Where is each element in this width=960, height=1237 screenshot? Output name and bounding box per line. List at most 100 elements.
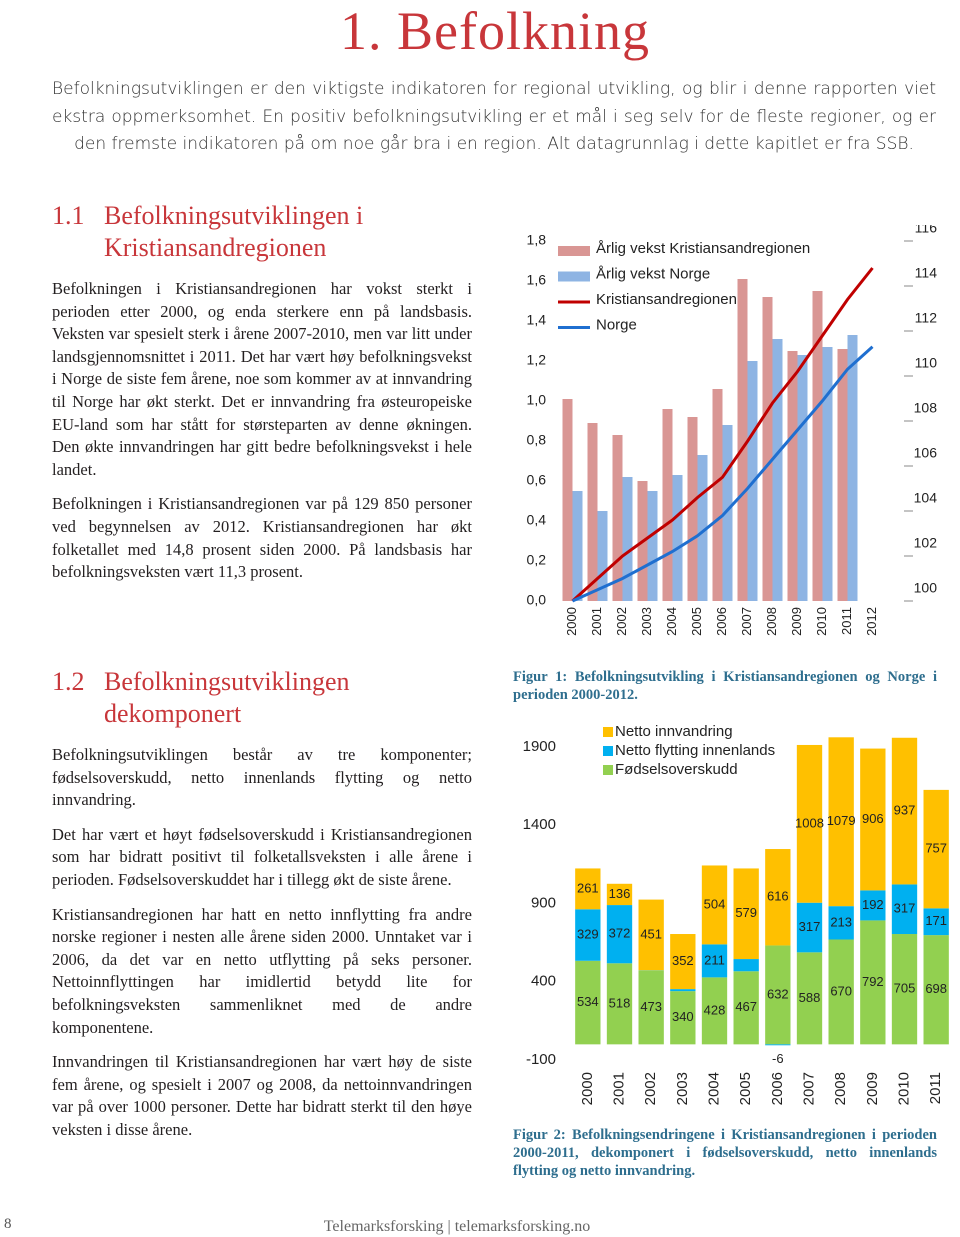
x-tick-label: 2008 — [832, 1072, 849, 1105]
bar — [662, 409, 673, 601]
bar-segment — [606, 905, 633, 964]
x-tick-label: 2001 — [610, 1072, 627, 1105]
bar-segment — [701, 944, 728, 978]
y-tick-label: 0,8 — [527, 432, 547, 448]
x-tick-label: 2006 — [769, 1072, 786, 1105]
bar-segment — [638, 899, 664, 971]
intro: Befolkningsutviklingen er den viktigste … — [52, 79, 936, 154]
value-label: 317 — [799, 919, 821, 934]
bar-segment — [575, 960, 601, 1045]
section-number: 1.2 — [52, 667, 85, 696]
x-tick-label: 2009 — [864, 1072, 881, 1105]
bar — [697, 455, 708, 601]
legend-swatch — [603, 727, 613, 737]
section-number: 1.1 — [52, 201, 85, 230]
x-tick-label: 2007 — [800, 1072, 817, 1105]
x-tick-label: 2004 — [664, 607, 679, 636]
bar — [837, 349, 848, 601]
legend-swatch — [558, 271, 590, 282]
bar-segment — [796, 952, 823, 1045]
bar — [587, 423, 598, 601]
x-tick-label: 2011 — [839, 607, 854, 635]
section-heading: 1.2 Befolkningsutviklingen dekomponert — [52, 666, 472, 730]
bar — [812, 291, 823, 601]
bar-segment — [923, 935, 949, 1045]
figure-caption: Figur 1: Befolkningsutvikling i Kristian… — [513, 669, 937, 703]
value-label: 329 — [577, 926, 599, 941]
legend-swatch — [558, 246, 590, 256]
value-label: 192 — [862, 897, 884, 912]
paragraph: Det har vært et høyt fødselsoverskudd i … — [52, 824, 472, 889]
bar — [822, 347, 833, 601]
value-label: 518 — [609, 995, 631, 1010]
bar — [797, 355, 808, 601]
section-heading: 1.1 Befolkningsutviklingen i Kristiansand… — [52, 200, 472, 264]
legend-label: Netto flytting innenlands — [615, 742, 775, 759]
value-label: 534 — [577, 994, 599, 1009]
bar — [612, 435, 623, 601]
value-label: 352 — [672, 953, 694, 968]
bar-segment — [670, 989, 696, 992]
bar-segment — [670, 991, 696, 1045]
value-label: 579 — [735, 905, 757, 920]
bar — [722, 425, 733, 601]
y-tick-label: 1,4 — [527, 312, 547, 328]
x-tick-label: 2009 — [789, 607, 804, 636]
value-label: 213 — [830, 914, 852, 929]
page-number: 8 — [4, 1216, 12, 1232]
x-tick-label: 2011 — [927, 1072, 944, 1104]
value-label: 372 — [609, 926, 631, 941]
bar — [712, 389, 723, 601]
x-tick-label: 2005 — [689, 607, 704, 636]
bar — [572, 491, 583, 601]
section-title: Befolkningsutviklingen i Kristiansandreg… — [104, 201, 364, 262]
value-label: 588 — [799, 990, 821, 1005]
bar-segment — [860, 748, 886, 891]
section-title: Befolkningsutviklingen dekomponert — [104, 667, 350, 728]
value-label: 473 — [640, 999, 662, 1014]
value-label: 698 — [925, 981, 947, 996]
chart: -100 400 900 1400 1900 2000 2001 2002 2003 2004 20… — [523, 723, 949, 1105]
bar-segment — [733, 971, 759, 1045]
bar — [597, 511, 608, 601]
bar-segment — [606, 883, 633, 906]
y2-tick-label: 104 — [914, 490, 938, 506]
y-tick-label: 0,0 — [527, 592, 547, 608]
bar — [847, 335, 858, 601]
y2-tick-label: 102 — [914, 535, 938, 551]
bar-segment — [701, 977, 728, 1045]
bar-segment — [796, 902, 823, 953]
value-label: 261 — [577, 880, 599, 895]
x-tick-label: 2000 — [564, 607, 579, 636]
bar — [672, 475, 683, 601]
bar-segment — [891, 737, 918, 885]
x-tick-label: 2002 — [642, 1072, 659, 1105]
line — [571, 345, 874, 603]
x-tick-label: 2010 — [895, 1072, 912, 1105]
y-tick-label: 0,2 — [527, 552, 547, 568]
y-tick-label: 1,8 — [527, 232, 547, 248]
x-tick-label: 2004 — [705, 1072, 722, 1105]
bar-segment — [575, 909, 601, 961]
y-tick-label: 400 — [531, 973, 556, 990]
section: 1.1 Befolkningsutviklingen i Kristiansand… — [52, 200, 472, 596]
value-label: 211 — [704, 952, 725, 967]
bar-segment — [701, 865, 728, 945]
y-tick-label: 900 — [531, 894, 556, 911]
bar-segment — [638, 970, 664, 1045]
legend-label: Norge — [596, 316, 637, 333]
x-tick-label: 2012 — [864, 607, 879, 636]
value-label: 1079 — [827, 813, 856, 828]
bar-segment — [891, 884, 918, 935]
y2-tick-label: 108 — [914, 400, 938, 416]
y2-tick-label: 110 — [915, 355, 938, 371]
value-label: 451 — [640, 926, 662, 941]
legend-label: Fødselsoverskudd — [615, 761, 738, 778]
bar — [687, 417, 698, 601]
y-tick-label: 1400 — [523, 816, 556, 833]
value-label: 757 — [925, 841, 947, 856]
bar-segment — [923, 789, 949, 909]
y2-tick-label: 112 — [915, 310, 938, 326]
x-tick-label: 2003 — [674, 1072, 691, 1105]
